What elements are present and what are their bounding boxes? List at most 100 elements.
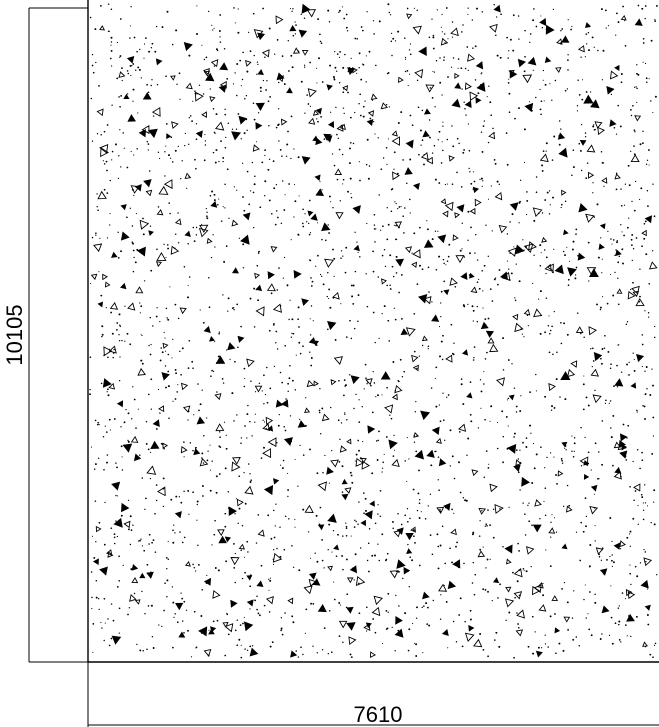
hatch-triangle	[469, 207, 476, 215]
hatch-dot	[122, 132, 124, 134]
hatch-triangle	[238, 115, 248, 125]
hatch-dot	[302, 208, 304, 211]
hatch-dot	[212, 370, 215, 373]
hatch-dot	[106, 237, 109, 239]
hatch-dot	[233, 309, 235, 311]
hatch-dot	[377, 513, 379, 515]
hatch-dot	[533, 254, 535, 256]
hatch-dot	[481, 11, 484, 13]
hatch-dot	[302, 653, 304, 656]
hatch-dot	[343, 394, 345, 397]
hatch-dot	[142, 649, 144, 652]
hatch-dot	[639, 562, 642, 564]
hatch-dot	[366, 305, 369, 308]
hatch-triangle	[355, 457, 364, 467]
hatch-dot	[343, 379, 346, 381]
hatch-dot	[427, 348, 429, 350]
hatch-dot	[389, 288, 392, 290]
hatch-dot	[554, 613, 556, 615]
hatch-dot	[234, 22, 236, 24]
hatch-triangle	[272, 303, 282, 313]
hatch-dot	[402, 215, 405, 217]
hatch-dot	[329, 306, 332, 309]
hatch-dot	[644, 502, 647, 504]
hatch-triangle	[231, 267, 239, 274]
hatch-dot	[233, 186, 236, 188]
hatch-dot	[197, 544, 199, 547]
hatch-dot	[196, 33, 198, 35]
concrete-hatch-pattern	[89, 3, 658, 659]
hatch-dot	[150, 604, 153, 607]
hatch-dot	[580, 332, 582, 335]
hatch-dot	[115, 143, 117, 146]
hatch-dot	[165, 145, 167, 147]
hatch-dot	[462, 403, 465, 406]
hatch-dot	[324, 239, 327, 242]
hatch-dot	[385, 436, 388, 438]
hatch-dot	[519, 489, 521, 491]
hatch-dot	[441, 94, 443, 96]
hatch-dot	[309, 448, 311, 451]
hatch-dot	[382, 461, 385, 464]
hatch-dot	[147, 91, 150, 93]
hatch-dot	[291, 318, 294, 321]
hatch-dot	[562, 649, 565, 652]
hatch-dot	[224, 207, 226, 209]
hatch-dot	[558, 143, 561, 146]
hatch-triangle	[180, 382, 189, 391]
hatch-dot	[636, 72, 638, 75]
hatch-triangle	[405, 532, 414, 541]
hatch-dot	[265, 89, 267, 91]
hatch-triangle	[162, 442, 168, 449]
hatch-dot	[183, 456, 185, 458]
hatch-triangle	[489, 23, 498, 33]
height-dimension-label: 10105	[2, 304, 27, 365]
hatch-dot	[512, 14, 515, 17]
hatch-dot	[215, 475, 218, 478]
hatch-dot	[234, 513, 236, 515]
hatch-dot	[89, 356, 92, 359]
hatch-triangle	[142, 92, 152, 100]
hatch-dot	[268, 125, 270, 127]
hatch-dot	[307, 103, 310, 105]
hatch-dot	[372, 618, 375, 620]
hatch-triangle	[397, 76, 404, 84]
hatch-dot	[474, 233, 477, 236]
hatch-dot	[624, 183, 627, 185]
hatch-dot	[403, 232, 405, 234]
hatch-triangle	[620, 15, 627, 21]
hatch-triangle	[267, 437, 277, 448]
hatch-dot	[592, 125, 595, 128]
hatch-triangle	[203, 325, 211, 334]
hatch-dot	[514, 299, 517, 302]
hatch-triangle	[108, 345, 117, 354]
hatch-triangle	[418, 294, 428, 304]
hatch-dot	[204, 134, 206, 136]
hatch-dot	[564, 447, 566, 449]
hatch-dot	[156, 248, 158, 251]
hatch-dot	[497, 283, 499, 286]
hatch-dot	[227, 122, 230, 124]
hatch-dot	[415, 400, 417, 403]
hatch-dot	[321, 539, 323, 541]
hatch-triangle	[393, 529, 401, 538]
hatch-dot	[123, 147, 125, 149]
hatch-dot	[127, 439, 129, 442]
hatch-triangle	[352, 205, 361, 214]
hatch-dot	[133, 256, 135, 259]
hatch-dot	[225, 136, 227, 139]
hatch-dot	[389, 414, 391, 416]
hatch-triangle	[477, 550, 486, 558]
hatch-dot	[473, 593, 476, 596]
hatch-dot	[524, 29, 526, 32]
hatch-dot	[610, 273, 612, 275]
hatch-dot	[183, 632, 185, 634]
hatch-dot	[356, 241, 358, 243]
hatch-dot	[362, 492, 365, 494]
hatch-dot	[553, 248, 555, 250]
hatch-dot	[465, 499, 468, 502]
hatch-dot	[238, 237, 241, 239]
hatch-dot	[359, 93, 362, 96]
hatch-dot	[523, 336, 525, 338]
hatch-dot	[383, 248, 386, 251]
